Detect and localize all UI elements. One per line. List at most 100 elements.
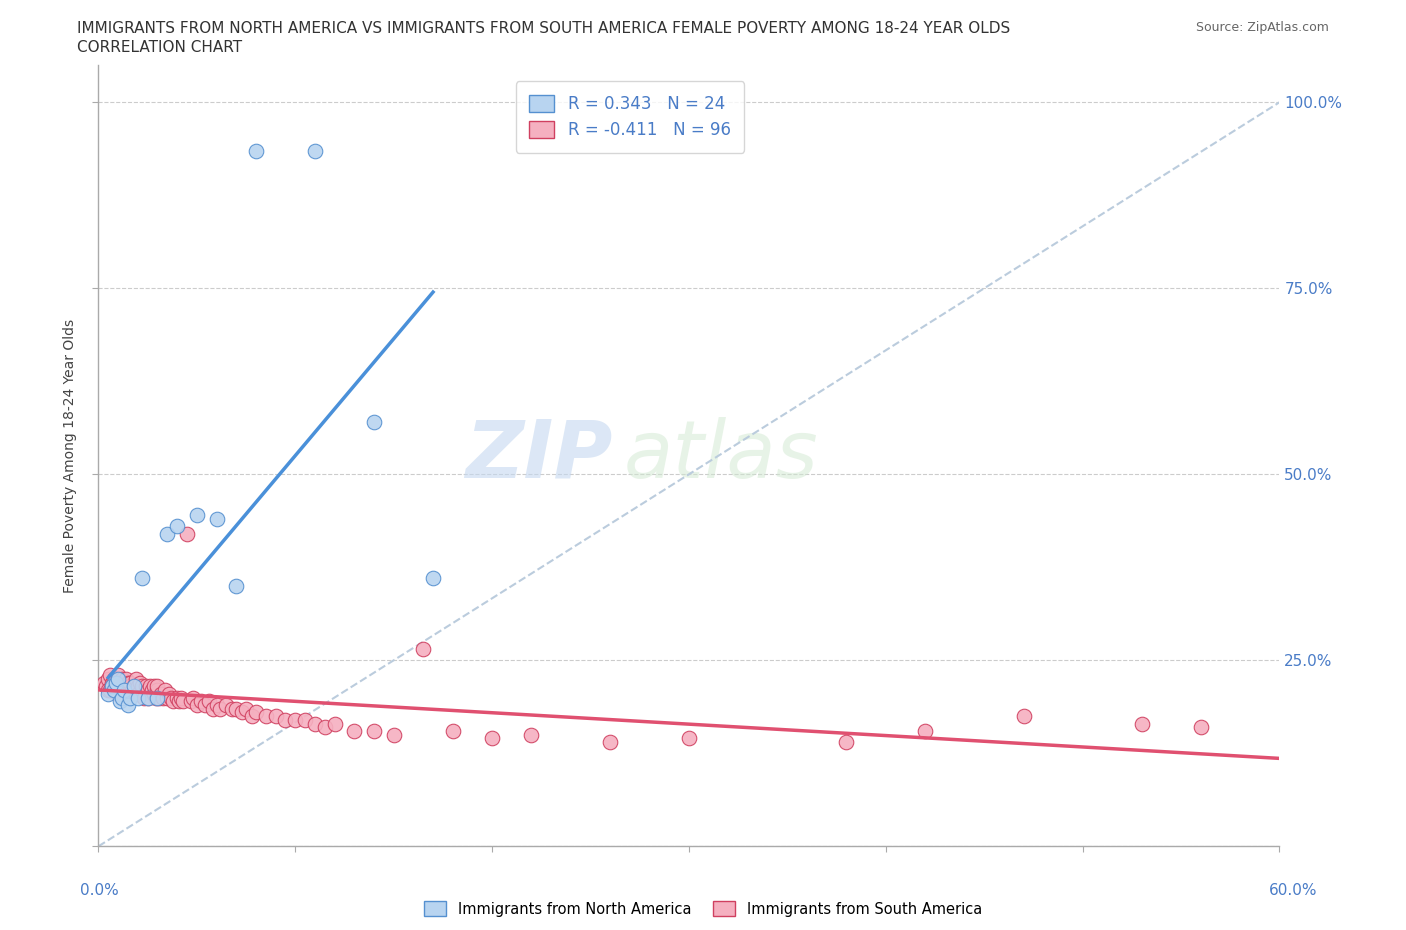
Point xyxy=(235,701,257,716)
Point xyxy=(111,690,134,705)
Point xyxy=(520,727,543,742)
Text: IMMIGRANTS FROM NORTH AMERICA VS IMMIGRANTS FROM SOUTH AMERICA FEMALE POVERTY AM: IMMIGRANTS FROM NORTH AMERICA VS IMMIGRA… xyxy=(77,21,1011,36)
Point xyxy=(108,683,131,698)
Point xyxy=(172,694,194,709)
Point xyxy=(107,675,129,690)
Point xyxy=(231,705,253,720)
Point xyxy=(107,668,129,683)
Point xyxy=(181,690,204,705)
Point xyxy=(115,671,138,686)
Point xyxy=(103,683,125,698)
Text: 0.0%: 0.0% xyxy=(80,884,120,898)
Point xyxy=(112,683,135,698)
Point xyxy=(363,415,385,430)
Point xyxy=(363,724,385,738)
Point xyxy=(146,679,169,694)
Point xyxy=(93,675,115,690)
Point xyxy=(167,694,190,709)
Point xyxy=(105,675,128,690)
Point xyxy=(131,571,153,586)
Point xyxy=(127,686,149,701)
Point xyxy=(136,683,159,698)
Point xyxy=(225,578,247,593)
Point xyxy=(323,716,346,731)
Point xyxy=(245,705,267,720)
Point xyxy=(209,701,232,716)
Point xyxy=(678,731,700,746)
Point xyxy=(107,671,129,686)
Point xyxy=(343,724,366,738)
Point xyxy=(127,679,149,694)
Point xyxy=(914,724,936,738)
Point xyxy=(111,679,134,694)
Point xyxy=(108,679,131,694)
Point xyxy=(245,143,267,158)
Text: 60.0%: 60.0% xyxy=(1270,884,1317,898)
Point xyxy=(122,679,145,694)
Text: Source: ZipAtlas.com: Source: ZipAtlas.com xyxy=(1195,21,1329,34)
Point xyxy=(97,671,120,686)
Point xyxy=(117,675,139,690)
Point xyxy=(112,675,135,690)
Legend: R = 0.343   N = 24, R = -0.411   N = 96: R = 0.343 N = 24, R = -0.411 N = 96 xyxy=(516,81,744,153)
Point xyxy=(148,690,170,705)
Point xyxy=(201,701,224,716)
Y-axis label: Female Poverty Among 18-24 Year Olds: Female Poverty Among 18-24 Year Olds xyxy=(63,319,77,592)
Point xyxy=(107,686,129,701)
Text: ZIP: ZIP xyxy=(465,417,612,495)
Point xyxy=(1189,720,1212,735)
Point xyxy=(274,712,297,727)
Point xyxy=(152,690,174,705)
Point xyxy=(180,694,202,709)
Point xyxy=(97,683,120,698)
Point xyxy=(121,683,143,698)
Point xyxy=(142,686,165,701)
Point xyxy=(422,571,444,586)
Point xyxy=(599,735,621,750)
Point xyxy=(108,694,131,709)
Point xyxy=(382,727,405,742)
Text: atlas: atlas xyxy=(624,417,818,495)
Point xyxy=(254,709,277,724)
Point xyxy=(264,709,287,724)
Point xyxy=(131,679,153,694)
Point xyxy=(127,690,149,705)
Text: CORRELATION CHART: CORRELATION CHART xyxy=(77,40,242,55)
Point xyxy=(136,690,159,705)
Point xyxy=(122,686,145,701)
Point xyxy=(166,519,188,534)
Point xyxy=(156,690,179,705)
Point xyxy=(117,698,139,712)
Point xyxy=(131,683,153,698)
Point xyxy=(103,671,125,686)
Point xyxy=(101,679,124,694)
Point xyxy=(186,508,208,523)
Point xyxy=(194,698,217,712)
Point xyxy=(304,143,326,158)
Point xyxy=(186,698,208,712)
Point xyxy=(145,690,167,705)
Point xyxy=(304,716,326,731)
Point xyxy=(157,686,180,701)
Point xyxy=(101,679,124,694)
Point xyxy=(105,679,128,694)
Point xyxy=(146,690,169,705)
Point xyxy=(150,686,173,701)
Point xyxy=(136,690,159,705)
Point xyxy=(835,735,858,750)
Point xyxy=(156,526,179,541)
Point xyxy=(97,686,120,701)
Point xyxy=(146,683,169,698)
Point xyxy=(141,683,163,698)
Point xyxy=(132,690,155,705)
Point xyxy=(294,712,316,727)
Point xyxy=(170,690,193,705)
Point xyxy=(125,671,148,686)
Point xyxy=(118,690,141,705)
Point xyxy=(205,512,228,526)
Point xyxy=(215,698,238,712)
Point xyxy=(98,668,121,683)
Point xyxy=(441,724,464,738)
Point xyxy=(160,690,183,705)
Point xyxy=(221,701,243,716)
